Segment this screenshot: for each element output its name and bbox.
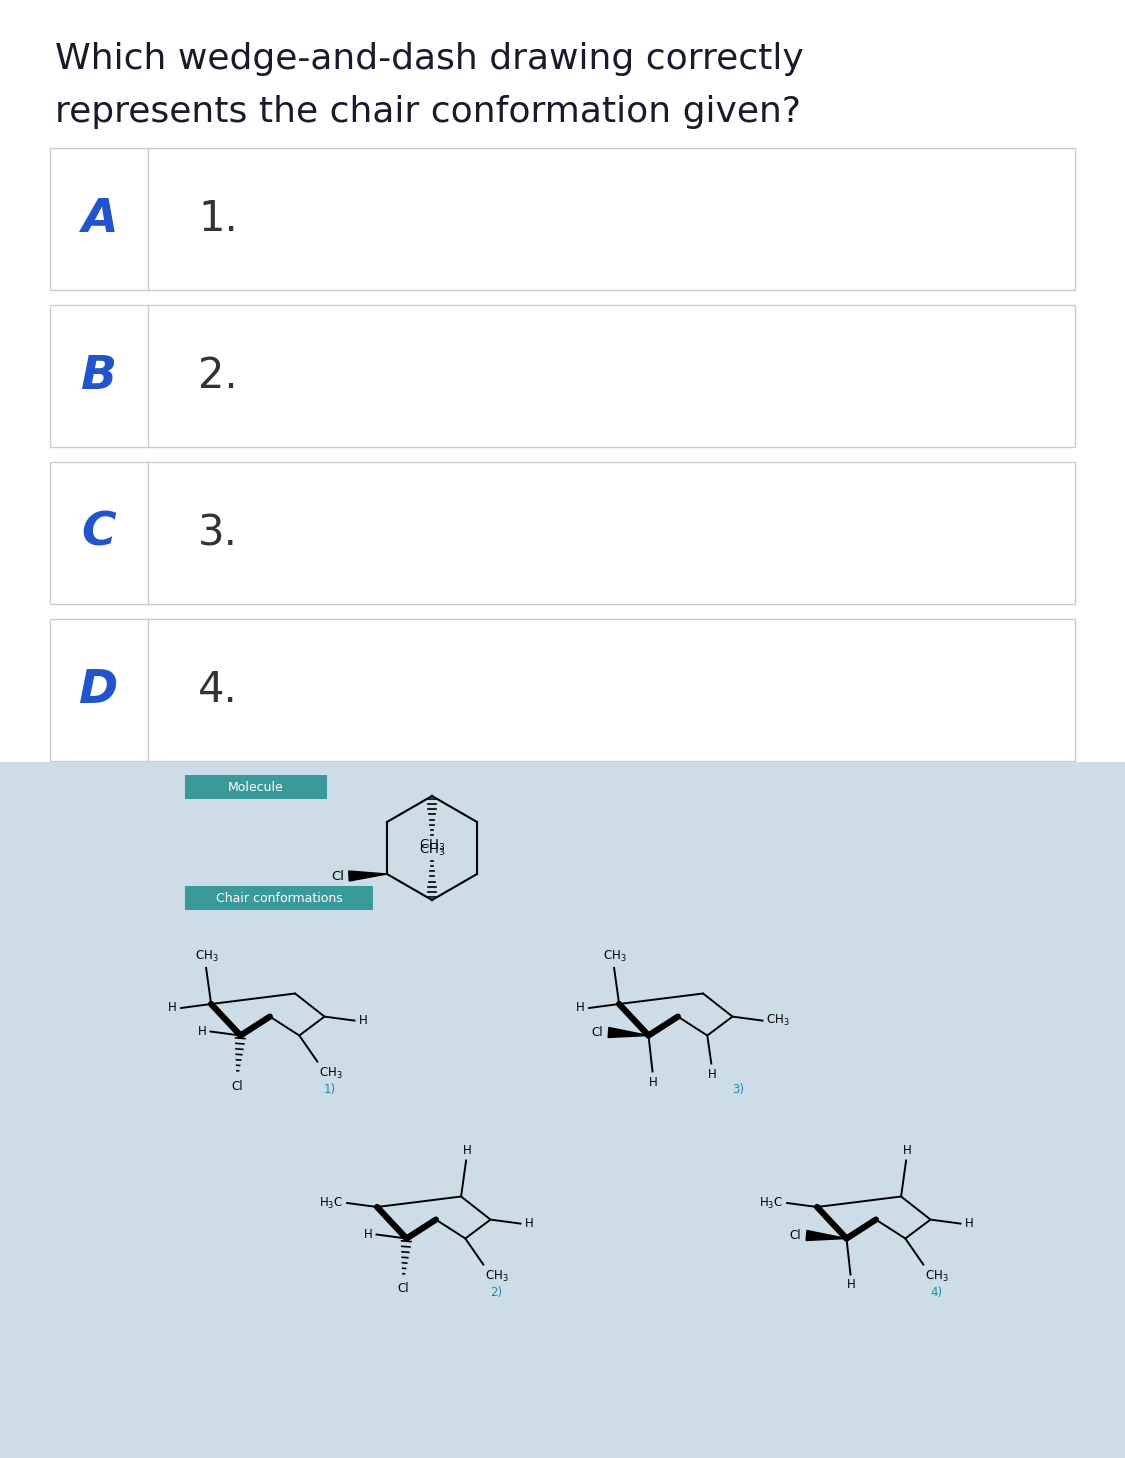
Polygon shape [349,870,387,881]
Text: H: H [902,1143,911,1156]
Text: H: H [649,1076,658,1089]
Text: Cl: Cl [592,1026,603,1040]
Text: 3): 3) [732,1083,744,1096]
Text: H$_3$C: H$_3$C [319,1196,343,1210]
Text: 1): 1) [324,1083,336,1096]
Text: 2.: 2. [198,354,237,397]
Text: 2): 2) [490,1286,502,1299]
Text: A: A [81,197,117,242]
FancyBboxPatch shape [50,620,1076,761]
Text: CH$_3$: CH$_3$ [603,949,627,964]
FancyBboxPatch shape [0,763,1125,1458]
Text: 4.: 4. [198,669,237,712]
Text: Cl: Cl [331,869,344,882]
Text: H: H [359,1015,367,1026]
FancyBboxPatch shape [184,776,327,799]
Text: Cl: Cl [790,1229,801,1242]
Text: H$_3$C: H$_3$C [759,1196,783,1210]
FancyBboxPatch shape [184,886,374,910]
Text: 3.: 3. [198,512,237,554]
Text: represents the chair conformation given?: represents the chair conformation given? [55,95,801,128]
Text: H: H [198,1025,207,1038]
Text: H: H [524,1217,533,1231]
Text: 1.: 1. [198,198,237,241]
Text: CH$_3$: CH$_3$ [196,949,219,964]
Text: Cl: Cl [398,1283,410,1296]
Polygon shape [609,1028,648,1038]
FancyBboxPatch shape [50,462,1076,604]
Text: CH$_3$: CH$_3$ [418,843,446,859]
Text: H: H [363,1228,372,1241]
Text: H: H [964,1217,973,1231]
Text: Cl: Cl [232,1079,243,1092]
Polygon shape [807,1231,846,1241]
Text: H: H [576,1000,585,1013]
Text: CH$_3$: CH$_3$ [925,1268,950,1283]
Text: H: H [462,1143,471,1156]
Text: Chair conformations: Chair conformations [216,891,342,904]
Text: CH$_3$: CH$_3$ [319,1066,343,1080]
Text: CH$_3$: CH$_3$ [418,838,446,853]
Text: H: H [847,1279,856,1292]
FancyBboxPatch shape [50,305,1076,448]
Text: CH$_3$: CH$_3$ [766,1013,790,1028]
FancyBboxPatch shape [50,149,1076,290]
Text: CH$_3$: CH$_3$ [485,1268,508,1283]
Text: C: C [82,510,116,555]
Text: B: B [81,353,117,398]
Text: 4): 4) [930,1286,942,1299]
Text: Which wedge-and-dash drawing correctly: Which wedge-and-dash drawing correctly [55,42,803,76]
Text: Molecule: Molecule [228,780,284,793]
Text: D: D [80,668,118,713]
Text: H: H [708,1067,717,1080]
Text: H: H [169,1000,177,1013]
